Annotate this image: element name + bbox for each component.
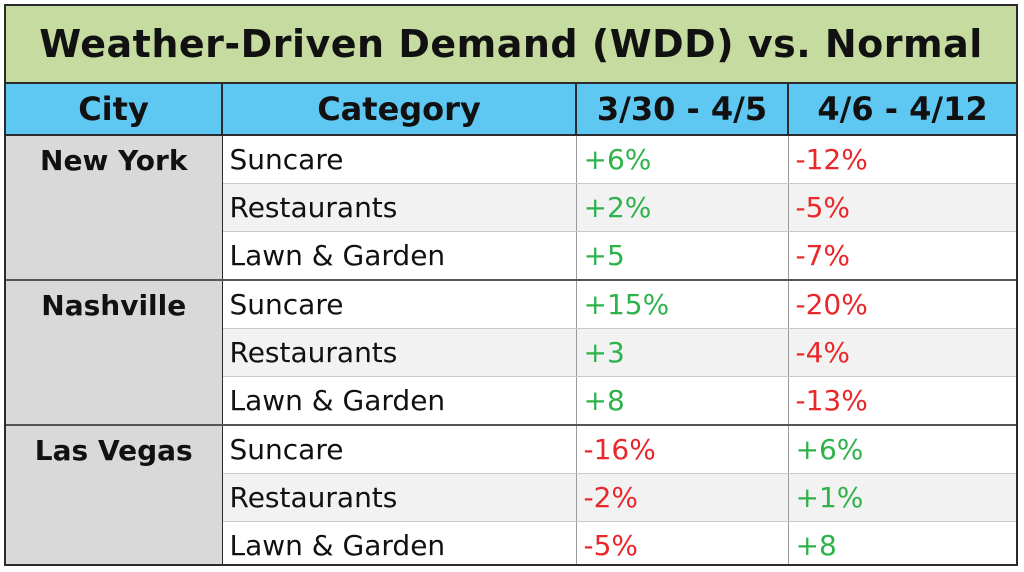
week2-value-cell: -13%: [787, 376, 1016, 426]
table-row: Restaurants -2% +1%: [6, 473, 1016, 522]
week1-value-cell: -5%: [575, 521, 789, 564]
table-row: Restaurants +2% -5%: [6, 183, 1016, 232]
wdd-table-frame: Weather-Driven Demand (WDD) vs. Normal C…: [4, 4, 1018, 566]
week2-value-cell: -4%: [787, 328, 1016, 377]
week2-value-cell: -12%: [787, 135, 1016, 184]
city-cell: Nashville: [6, 280, 223, 426]
wdd-table: City Category 3/30 - 4/5 4/6 - 4/12 New …: [6, 84, 1016, 564]
category-cell: Lawn & Garden: [221, 231, 577, 281]
category-cell: Lawn & Garden: [221, 521, 577, 564]
header-category: Category: [221, 84, 577, 136]
week1-value-cell: +15%: [575, 280, 789, 329]
category-cell: Suncare: [221, 425, 577, 474]
category-cell: Suncare: [221, 135, 577, 184]
title-bar: Weather-Driven Demand (WDD) vs. Normal: [6, 6, 1016, 84]
table-row: Las Vegas Suncare -16% +6%: [6, 425, 1016, 564]
category-cell: Suncare: [221, 280, 577, 329]
week1-value-cell: +8: [575, 376, 789, 426]
city-cell: Las Vegas: [6, 425, 223, 564]
week1-value-cell: +2%: [575, 183, 789, 232]
week1-value-cell: +6%: [575, 135, 789, 184]
table-row: Lawn & Garden +5 -7%: [6, 231, 1016, 281]
week2-value-cell: +6%: [787, 425, 1016, 474]
week2-value-cell: -5%: [787, 183, 1016, 232]
category-cell: Lawn & Garden: [221, 376, 577, 426]
table-row: New York Suncare +6% -12%: [6, 135, 1016, 281]
week2-value-cell: +1%: [787, 473, 1016, 522]
week2-value-cell: -20%: [787, 280, 1016, 329]
table-title: Weather-Driven Demand (WDD) vs. Normal: [39, 22, 983, 66]
week2-value-cell: +8: [787, 521, 1016, 564]
week1-value-cell: -2%: [575, 473, 789, 522]
week1-value-cell: +5: [575, 231, 789, 281]
week2-value-cell: -7%: [787, 231, 1016, 281]
week1-value-cell: -16%: [575, 425, 789, 474]
category-cell: Restaurants: [221, 473, 577, 522]
header-city: City: [6, 84, 223, 136]
category-cell: Restaurants: [221, 183, 577, 232]
city-cell: New York: [6, 135, 223, 281]
table-body: New York Suncare +6% -12% Restaurants +2% -5% L…: [6, 135, 1016, 564]
header-week1: 3/30 - 4/5: [575, 84, 789, 136]
header-row: City Category 3/30 - 4/5 4/6 - 4/12: [6, 84, 1016, 136]
table-row: Lawn & Garden -5% +8: [6, 521, 1016, 564]
header-week2: 4/6 - 4/12: [787, 84, 1016, 136]
table-row: Restaurants +3 -4%: [6, 328, 1016, 377]
week1-value-cell: +3: [575, 328, 789, 377]
category-cell: Restaurants: [221, 328, 577, 377]
table-row: Nashville Suncare +15% -20%: [6, 280, 1016, 426]
table-row: Lawn & Garden +8 -13%: [6, 376, 1016, 426]
